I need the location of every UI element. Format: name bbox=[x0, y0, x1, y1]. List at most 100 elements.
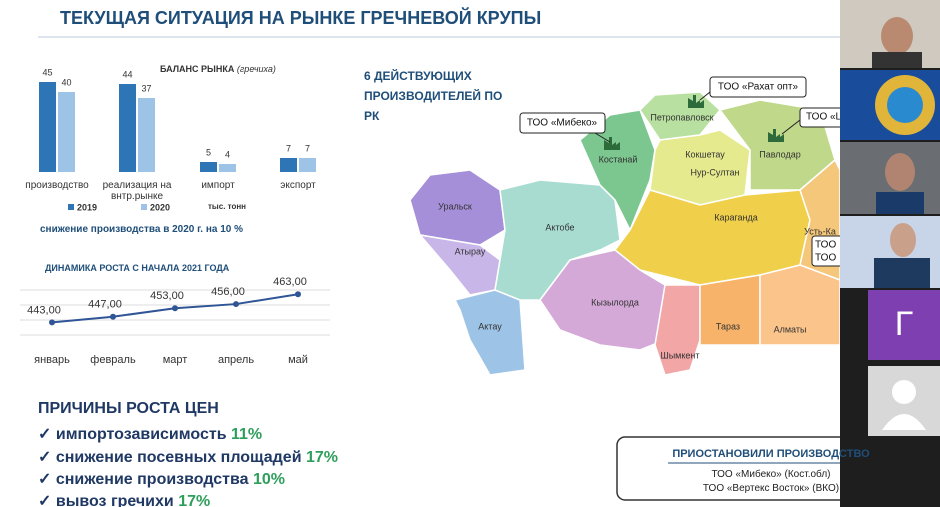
factory-icon bbox=[688, 95, 704, 108]
value-label: 447,00 bbox=[88, 299, 122, 311]
region-label: Караганда bbox=[714, 212, 758, 222]
region-label: Усть-Ка bbox=[804, 226, 836, 236]
region-label: Тараз bbox=[716, 321, 740, 331]
callout-line bbox=[781, 119, 801, 135]
suspended-title: ПРИОСТАНОВИЛИ ПРОИЗВОДСТВО bbox=[672, 448, 870, 460]
value-label: 7 bbox=[286, 143, 291, 153]
bar bbox=[138, 98, 155, 172]
point bbox=[295, 291, 301, 298]
reason-text: снижение производства bbox=[55, 471, 249, 488]
callout-label: ТОО «Рахат опт» bbox=[718, 82, 799, 93]
x-tick-label: импорт bbox=[201, 180, 235, 191]
bar bbox=[58, 92, 75, 172]
reason-text: вывоз гречихи bbox=[55, 493, 174, 507]
bar bbox=[39, 82, 56, 172]
point bbox=[172, 305, 178, 312]
callout-box bbox=[519, 112, 606, 134]
map bbox=[409, 91, 841, 376]
callout-label: ТОО bbox=[815, 253, 836, 264]
factories bbox=[604, 95, 784, 150]
x-tick-label: реализация на внтр.рынке bbox=[102, 180, 172, 202]
check-icon: ✓ bbox=[38, 449, 56, 466]
region-label: Нур-Султан bbox=[691, 167, 740, 177]
value-label: 463,00 bbox=[273, 276, 307, 288]
region bbox=[579, 109, 656, 232]
x-tick-label: апрель bbox=[218, 354, 254, 366]
bar bbox=[119, 84, 136, 172]
face bbox=[881, 17, 913, 55]
participant-initial: Г bbox=[895, 305, 913, 343]
reason-item: ✓ вывоз гречихи 17% bbox=[38, 491, 210, 507]
point bbox=[233, 301, 239, 308]
reason-share: 10% bbox=[252, 471, 286, 488]
value-label: 40 bbox=[61, 77, 71, 87]
callout-line bbox=[699, 91, 711, 101]
x-tick-label: экспорт bbox=[280, 180, 316, 191]
suit bbox=[872, 52, 922, 68]
emblem-core bbox=[887, 87, 923, 123]
map-labels: Уральск Актобе Атырау Актау Костанай Петропав… bbox=[438, 112, 836, 360]
x-tick-label: март bbox=[163, 354, 188, 366]
region-label: Актау bbox=[478, 321, 502, 331]
reason-item: ✓ импортозависимость 11% bbox=[38, 424, 262, 444]
value-label: 37 bbox=[141, 83, 151, 93]
bar bbox=[299, 158, 316, 172]
legend-label: 2019 bbox=[77, 202, 97, 212]
bar bbox=[280, 158, 297, 172]
callout-label: ТОО bbox=[815, 240, 836, 251]
region-label: Петропавловск bbox=[650, 112, 713, 122]
check-icon: ✓ bbox=[38, 493, 56, 507]
legend-label: 2020 bbox=[150, 202, 170, 212]
suit bbox=[876, 192, 924, 214]
region-label: Костанай bbox=[599, 154, 638, 164]
bar-subtitle: (гречиха) bbox=[236, 64, 276, 74]
title-rule bbox=[38, 36, 840, 38]
callout-labels: ТОО «Мибеко» ТОО «Рахат опт» ТОО «Ц ТОО ТОО bbox=[527, 82, 844, 264]
check-icon: ✓ bbox=[38, 426, 56, 443]
bar bbox=[200, 162, 217, 172]
avatar-body bbox=[882, 414, 926, 430]
region-label: Атырау bbox=[455, 246, 486, 256]
value-label: 456,00 bbox=[211, 286, 245, 298]
region-label: Актобе bbox=[545, 222, 574, 232]
reasons-title: ПРИЧИНЫ РОСТА ЦЕН bbox=[38, 400, 219, 417]
face bbox=[890, 223, 916, 257]
check-icon: ✓ bbox=[38, 471, 56, 488]
x-tick-label: февраль bbox=[90, 354, 136, 366]
callout-label: ТОО «Ц bbox=[806, 112, 844, 123]
unit-label: тыс. тонн bbox=[208, 202, 247, 211]
avatar-head bbox=[892, 380, 916, 404]
decline-note: снижение производства в 2020 г. на 10 % bbox=[40, 224, 244, 235]
value-label: 453,00 bbox=[150, 290, 184, 302]
reason-text: снижение посевных площадей bbox=[55, 449, 302, 466]
bar-title: БАЛАНС РЫНКА (гречиха) bbox=[160, 64, 276, 74]
value-label: 7 bbox=[305, 143, 310, 153]
region bbox=[699, 274, 761, 346]
legend-swatch bbox=[68, 204, 74, 210]
factory-icon bbox=[768, 129, 784, 142]
reason-item: ✓ снижение посевных площадей 17% bbox=[38, 447, 338, 467]
value-label: 443,00 bbox=[27, 304, 61, 316]
x-tick-label: производство bbox=[25, 180, 89, 191]
callout-line bbox=[594, 132, 611, 143]
producers-heading: 6 ДЕЙСТВУЮЩИХ ПРОИЗВОДИТЕЛЕЙ ПО РК bbox=[364, 69, 503, 123]
region-label: Кокшетау bbox=[685, 149, 725, 159]
value-label: 5 bbox=[206, 147, 211, 157]
suit bbox=[874, 258, 930, 288]
reason-share: 17% bbox=[306, 449, 339, 466]
bar-title-text: БАЛАНС РЫНКА bbox=[160, 64, 235, 74]
slide-title: ТЕКУЩАЯ СИТУАЦИЯ НА РЫНКЕ ГРЕЧНЕВОЙ КРУП… bbox=[60, 8, 542, 28]
reason-item: ✓ снижение производства 10% bbox=[38, 469, 285, 489]
face bbox=[885, 153, 915, 191]
callout-box bbox=[709, 76, 807, 98]
region-label: Кызылорда bbox=[591, 297, 639, 307]
suspended-line: ТОО «Мибеко» (Кост.обл) bbox=[711, 469, 831, 480]
x-tick-label: май bbox=[288, 354, 308, 366]
legend-swatch bbox=[141, 204, 147, 210]
reason-share: 17% bbox=[178, 493, 211, 507]
value-label: 44 bbox=[122, 69, 132, 79]
value-label: 45 bbox=[42, 67, 52, 77]
reason-share: 11% bbox=[230, 426, 263, 443]
